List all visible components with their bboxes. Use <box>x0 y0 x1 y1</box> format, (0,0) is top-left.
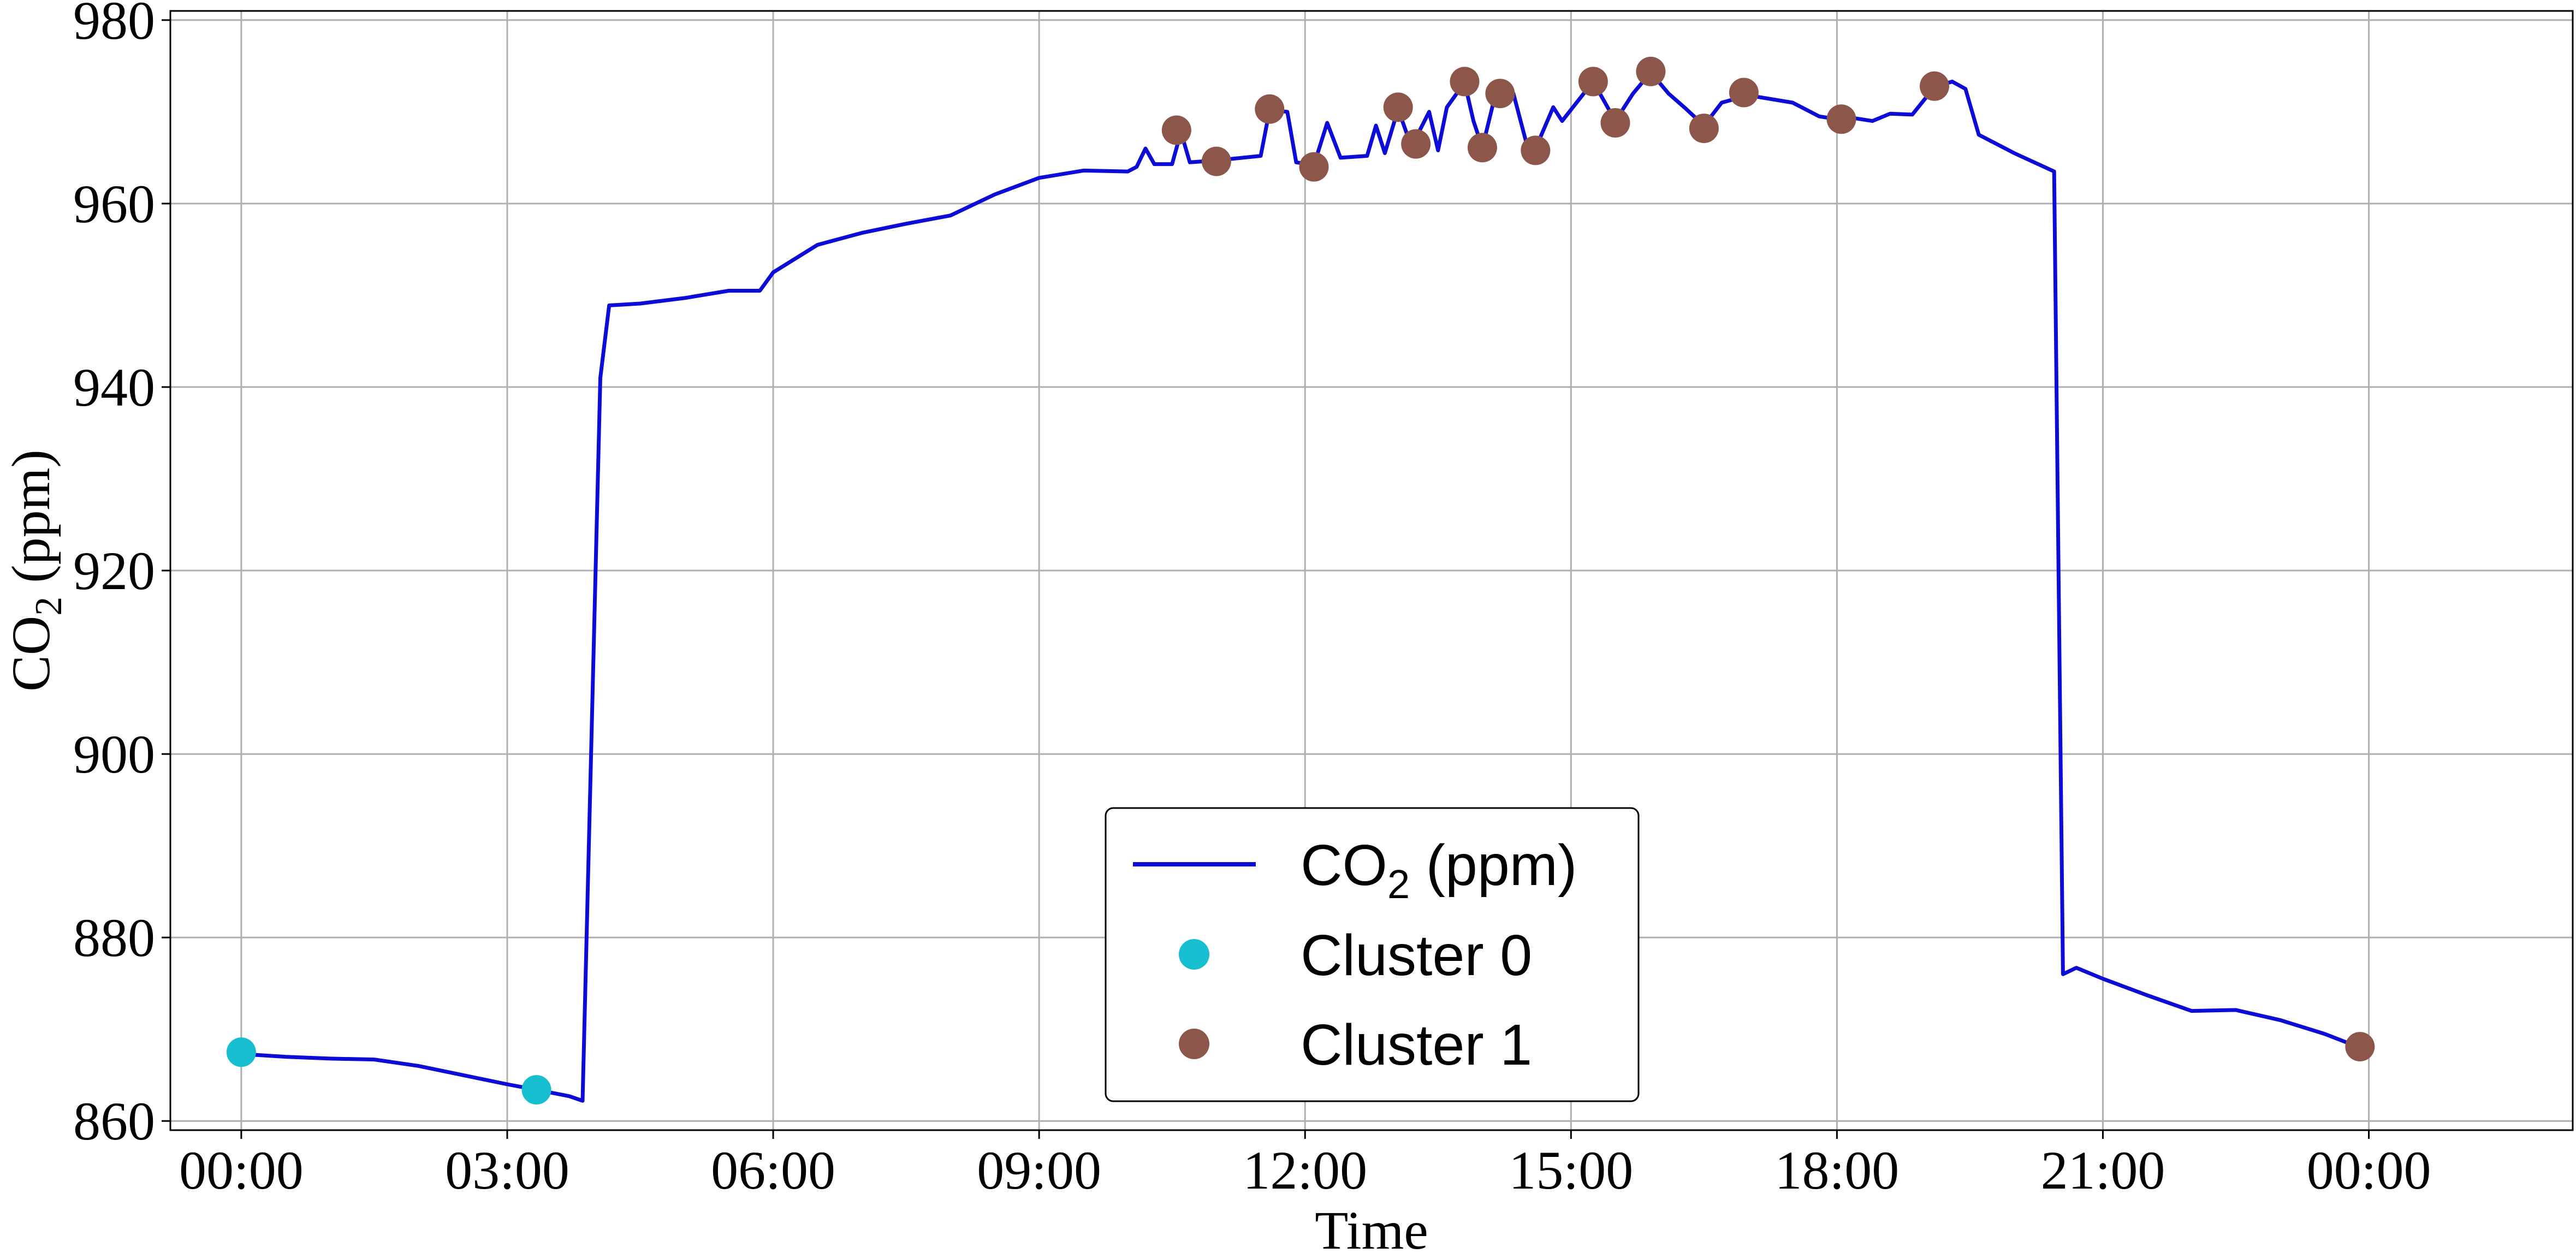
cluster-1-point <box>1383 92 1413 122</box>
y-tick-label: 920 <box>73 541 155 601</box>
cluster-1-point <box>1485 79 1515 109</box>
cluster-1-point <box>1255 94 1285 124</box>
plot-series <box>226 56 2375 1105</box>
legend-label-cluster-0: Cluster 0 <box>1301 923 1532 988</box>
x-tick-label: 00:00 <box>2307 1140 2431 1201</box>
legend-label-co2-suffix: (ppm) <box>1410 833 1577 898</box>
cluster-1-point <box>1919 71 1949 101</box>
grid-lines <box>170 11 2573 1130</box>
cluster-0-point <box>521 1075 551 1105</box>
y-tick-label: 940 <box>73 357 155 418</box>
x-tick-label: 21:00 <box>2041 1140 2165 1201</box>
cluster-1-point <box>1161 115 1191 145</box>
cluster-1-point <box>1578 67 1608 97</box>
x-tick-label: 12:00 <box>1243 1140 1367 1201</box>
y-tick-label: 980 <box>73 0 155 51</box>
legend-label-co2-main: CO <box>1301 833 1387 898</box>
legend: CO2 (ppm) Cluster 0 Cluster 1 <box>1105 807 1640 1102</box>
cluster-1-point <box>1521 135 1551 165</box>
cluster-1-point <box>1826 104 1856 134</box>
cluster-1-point <box>1450 67 1480 97</box>
cluster-1-point <box>1636 56 1666 86</box>
x-tick-label: 00:00 <box>179 1140 304 1201</box>
cluster-1-point <box>1401 129 1431 159</box>
y-tick-label: 860 <box>73 1091 155 1151</box>
y-tick-label: 900 <box>73 724 155 785</box>
legend-label-co2-subscript: 2 <box>1387 862 1410 907</box>
x-tick-label: 18:00 <box>1775 1140 1900 1201</box>
y-axis-label-suffix: (ppm) <box>1 449 61 596</box>
legend-cluster-1-swatch <box>1179 1029 1209 1059</box>
cluster-0-point <box>226 1037 256 1067</box>
cluster-1-point <box>1600 108 1630 138</box>
legend-label-cluster-1: Cluster 1 <box>1301 1013 1532 1077</box>
x-tick-label: 09:00 <box>977 1140 1101 1201</box>
cluster-1-point <box>1467 133 1497 163</box>
x-tick-label: 06:00 <box>711 1140 835 1201</box>
cluster-1-point <box>1729 78 1759 108</box>
y-tick-label: 880 <box>73 907 155 968</box>
legend-label-co2: CO2 (ppm) <box>1301 833 1577 907</box>
x-axis-label: Time <box>1315 1200 1428 1253</box>
axis-ticks: 00:00 03:00 06:00 09:00 12:00 15:00 18:00 21:00… <box>73 0 2431 1201</box>
y-axis-label: CO2 (ppm) <box>1 449 70 691</box>
cluster-1-point <box>1299 152 1329 182</box>
x-tick-label: 03:00 <box>445 1140 569 1201</box>
cluster-1-point <box>2345 1032 2375 1062</box>
cluster-1-point <box>1689 114 1719 144</box>
x-tick-label: 15:00 <box>1509 1140 1633 1201</box>
legend-cluster-0-swatch <box>1179 939 1209 970</box>
y-axis-label-main: CO <box>1 616 61 692</box>
cluster-1-point <box>1201 146 1231 176</box>
legend-box <box>1105 807 1640 1102</box>
y-axis-label-subscript: 2 <box>28 597 70 616</box>
y-tick-label: 960 <box>73 174 155 234</box>
